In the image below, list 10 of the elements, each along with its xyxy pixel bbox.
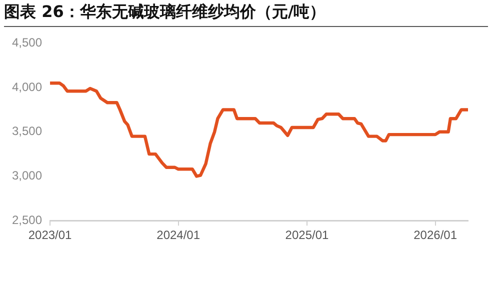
x-tick-label: 2023/01 (28, 228, 72, 242)
x-tick-label: 2025/01 (285, 228, 330, 242)
x-tick-label: 2026/01 (414, 228, 458, 242)
y-tick-label: 3,000 (12, 168, 42, 183)
y-tick-label: 4,000 (12, 80, 42, 94)
y-tick-label: 3,500 (12, 124, 42, 138)
chart-title: 图表 26：华东无碱玻璃纤维纱均价（元/吨） (4, 2, 488, 27)
y-tick-label: 4,500 (12, 36, 42, 50)
y-tick-label: 2,500 (12, 212, 42, 227)
x-tick-label: 2024/01 (156, 228, 200, 242)
